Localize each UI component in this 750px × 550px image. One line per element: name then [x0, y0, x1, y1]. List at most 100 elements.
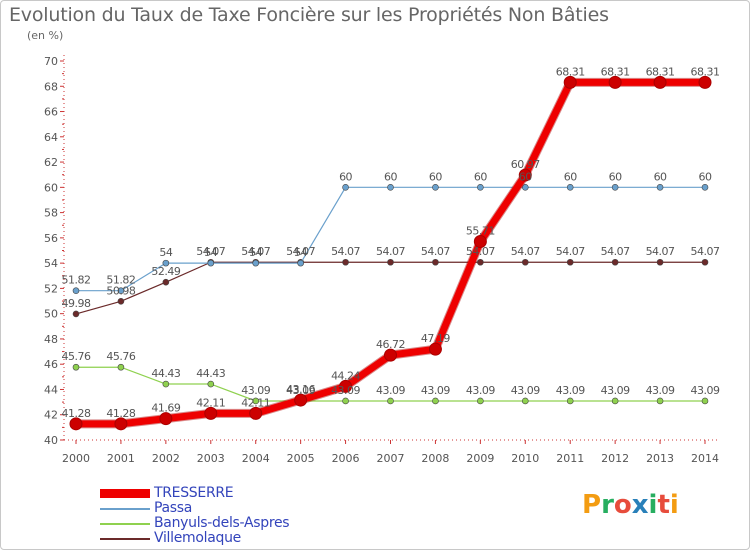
data-point — [656, 258, 664, 266]
data-label: 44.43 — [151, 367, 180, 380]
data-point — [69, 417, 83, 431]
data-point — [701, 258, 709, 266]
data-point — [566, 258, 574, 266]
data-label: 54.07 — [556, 245, 585, 258]
data-point — [518, 168, 532, 182]
data-label: 49.98 — [62, 297, 91, 310]
data-label: 42.11 — [241, 396, 270, 409]
data-label: 41.69 — [151, 402, 180, 415]
y-tick-label: 56 — [44, 232, 58, 245]
y-tick-label: 44 — [44, 383, 58, 396]
data-label: 43.09 — [601, 384, 630, 397]
data-label: 54.07 — [421, 245, 450, 258]
data-point — [252, 397, 260, 405]
data-point — [477, 184, 484, 191]
logo-letter: i — [648, 490, 658, 520]
data-point — [566, 397, 574, 405]
y-unit-label: (en %) — [27, 29, 64, 42]
data-point — [207, 380, 215, 388]
x-tick-label: 2001 — [107, 452, 135, 465]
y-tick-label: 40 — [44, 434, 58, 447]
data-label: 51.82 — [106, 274, 135, 287]
x-tick-label: 2000 — [62, 452, 90, 465]
logo-letter: r — [601, 490, 614, 520]
data-label: 41.28 — [62, 407, 91, 420]
data-label: 60 — [609, 170, 622, 183]
data-point — [428, 342, 442, 356]
data-label: 41.28 — [106, 407, 135, 420]
data-label: 43.09 — [286, 384, 315, 397]
data-point — [611, 258, 619, 266]
logo-letter: P — [582, 490, 602, 520]
data-label: 54 — [249, 246, 262, 259]
legend-swatch — [100, 523, 150, 525]
data-label: 60 — [474, 170, 487, 183]
data-label: 54.07 — [601, 245, 630, 258]
data-label: 54 — [204, 246, 217, 259]
data-label: 47.19 — [421, 332, 450, 345]
data-point — [432, 258, 439, 266]
data-label: 43.09 — [376, 384, 405, 397]
data-label: 43.16 — [286, 383, 315, 396]
data-label: 54.07 — [331, 245, 360, 258]
y-tick-label: 60 — [44, 181, 58, 194]
data-label: 60 — [339, 170, 352, 183]
x-tick-label: 2014 — [691, 452, 719, 465]
data-point — [342, 397, 349, 405]
data-point — [563, 75, 577, 89]
y-tick-label: 42 — [44, 409, 58, 422]
data-label: 60.97 — [511, 158, 540, 171]
data-point — [342, 258, 349, 266]
x-tick-label: 2004 — [242, 452, 270, 465]
data-label: 60 — [699, 170, 712, 183]
x-tick-label: 2002 — [152, 452, 180, 465]
data-label: 54.07 — [376, 245, 405, 258]
data-point — [117, 287, 125, 294]
data-label: 44.24 — [331, 369, 360, 382]
data-label: 68.31 — [646, 65, 675, 78]
y-tick-label: 46 — [44, 358, 58, 371]
data-label: 43.09 — [331, 384, 360, 397]
data-label: 55.71 — [466, 225, 495, 238]
data-label: 50.98 — [106, 284, 135, 297]
data-point — [656, 184, 664, 191]
data-label: 52.49 — [151, 265, 180, 278]
data-point — [162, 380, 170, 388]
y-tick-label: 68 — [44, 80, 58, 93]
data-point — [72, 363, 80, 371]
data-point — [701, 184, 709, 191]
x-tick-label: 2006 — [332, 452, 360, 465]
data-label: 68.31 — [691, 65, 720, 78]
y-tick-label: 58 — [44, 207, 58, 220]
data-label: 43.09 — [691, 384, 720, 397]
data-label: 43.09 — [466, 384, 495, 397]
data-label: 60 — [384, 170, 397, 183]
legend-swatch — [100, 489, 150, 498]
data-point — [566, 184, 574, 191]
y-tick-label: 52 — [44, 282, 58, 295]
data-point — [698, 75, 712, 89]
data-point — [521, 397, 529, 405]
data-point — [159, 412, 173, 426]
y-tick-label: 66 — [44, 106, 58, 119]
data-label: 54.07 — [511, 245, 540, 258]
data-label: 42.11 — [196, 396, 225, 409]
logo-letter: t — [657, 490, 670, 520]
data-label: 54 — [159, 246, 172, 259]
data-label: 43.09 — [556, 384, 585, 397]
data-point — [477, 258, 484, 266]
data-label: 54.07 — [196, 245, 225, 258]
data-point — [653, 75, 667, 89]
x-tick-label: 2013 — [646, 452, 674, 465]
data-label: 54.07 — [286, 245, 315, 258]
data-point — [611, 184, 619, 191]
x-tick-label: 2008 — [421, 452, 449, 465]
data-point — [162, 259, 170, 267]
data-label: 54.07 — [646, 245, 675, 258]
data-point — [117, 363, 125, 371]
data-label: 43.09 — [646, 384, 675, 397]
data-point — [473, 235, 487, 249]
legend-label: Passa — [154, 500, 193, 516]
